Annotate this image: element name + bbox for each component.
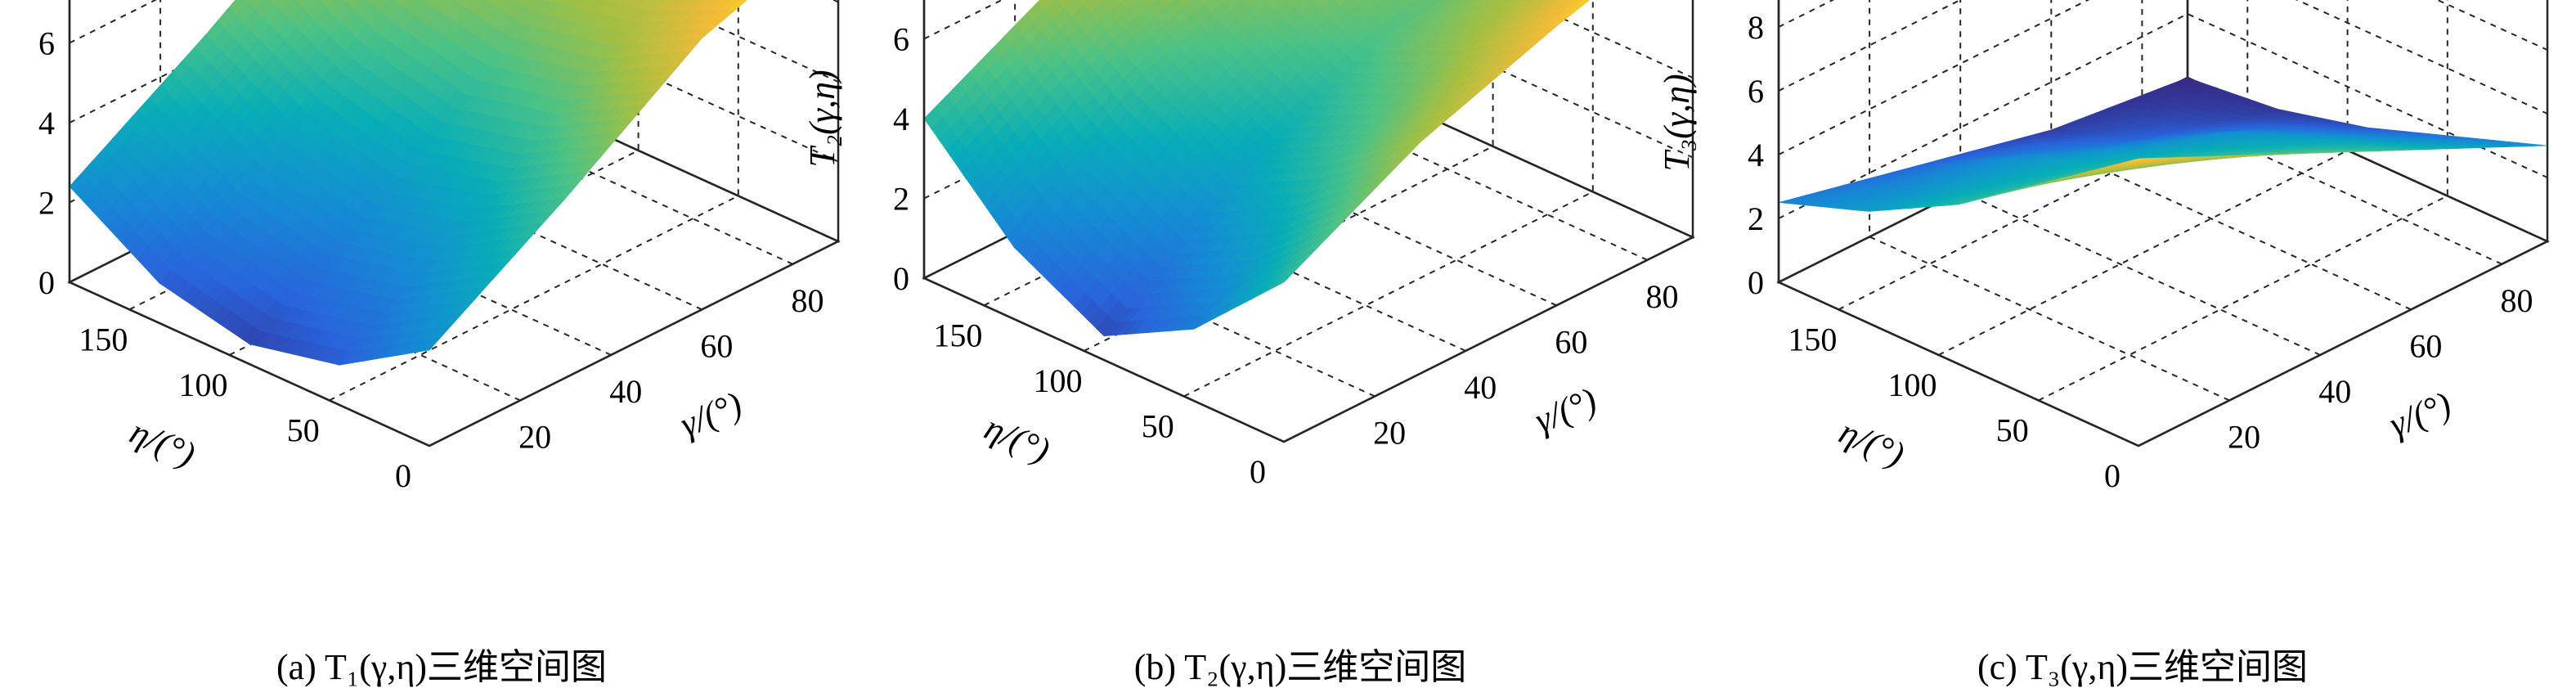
y-axis-line — [923, 277, 1285, 443]
y-tick-label: 100 — [179, 366, 228, 403]
y-tick-label: 50 — [1142, 407, 1174, 444]
panel-a: 2040608005010015002468γ/(°)η/(°)T₁(γ,η)(… — [38, 0, 841, 687]
grid-line-x — [1014, 0, 1376, 398]
x-tick-label: 40 — [609, 373, 642, 410]
z-tick-label: 4 — [893, 101, 909, 137]
surface-patch — [1118, 0, 1124, 3]
y-tick-label: 150 — [79, 321, 128, 357]
z-tick-label: 2 — [893, 181, 909, 218]
grid-line-y — [2038, 0, 2448, 402]
surface-patch — [421, 337, 442, 352]
panel-c: 204060800501001500246810γ/(°)η/(°)T₃(γ,η… — [1657, 0, 2550, 687]
grid-line-x — [159, 0, 521, 402]
z-tick-label: 4 — [38, 105, 55, 142]
grid-line-x — [1869, 0, 2230, 402]
z-tick-label: 2 — [38, 185, 55, 222]
panel-caption: (a) T₁(γ,η)三维空间图 — [276, 647, 607, 687]
grid-line-z — [1778, 12, 2548, 219]
surface-patch — [1078, 0, 1089, 6]
grid-line-z — [1778, 0, 2548, 155]
grid-line-y — [1938, 0, 2349, 356]
y-tick-label: 100 — [1034, 362, 1083, 399]
surface-patch — [1308, 0, 1317, 4]
grid-line-z — [1778, 76, 2548, 283]
surface-patch — [269, 0, 278, 5]
x-tick-label: 80 — [1645, 278, 1678, 315]
z-tick-label: 6 — [893, 21, 909, 58]
y-tick-label: 0 — [395, 457, 411, 494]
x-tick-label: 20 — [518, 418, 551, 455]
y-tick-label: 50 — [287, 411, 320, 448]
grid-line-z — [1778, 0, 1835, 28]
x-axis-line — [1283, 236, 1694, 443]
surface-patch — [514, 0, 521, 3]
surface-patch — [1262, 0, 1272, 5]
x-axis-label: γ/(°) — [1529, 380, 1602, 441]
surface-patch — [393, 0, 402, 5]
grid-line-y — [1838, 0, 2249, 311]
y-axis-label: η/(°) — [124, 411, 201, 475]
surface — [1778, 77, 2548, 212]
x-tick-label: 60 — [1555, 323, 1587, 360]
y-tick-label: 0 — [1250, 453, 1266, 490]
surface — [923, 0, 1591, 337]
x-tick-label: 60 — [700, 327, 733, 364]
y-axis-label: η/(°) — [979, 407, 1056, 471]
z-tick-label: 0 — [893, 260, 909, 297]
panel-caption: (b) T₂(γ,η)三维空间图 — [1134, 647, 1466, 687]
y-tick-label: 150 — [933, 317, 982, 353]
surface-patch — [1393, 0, 1400, 3]
grid-line-y — [329, 0, 739, 402]
x-tick-label: 80 — [791, 282, 824, 319]
z-tick-label: 6 — [38, 25, 55, 62]
surface-patch — [454, 0, 461, 3]
x-axis-label: γ/(°) — [675, 384, 747, 445]
grid-line-y — [1183, 0, 1594, 398]
surface-patch — [1199, 0, 1209, 6]
surface-patch — [1097, 0, 1106, 4]
panel-b: 2040608005010015002468γ/(°)η/(°)T₂(γ,η)(… — [802, 0, 1695, 687]
x-tick-label: 40 — [1464, 369, 1497, 406]
y-axis-line — [69, 281, 430, 447]
x-tick-label: 20 — [1373, 414, 1406, 451]
surface-patch — [1276, 270, 1296, 287]
z-tick-label: 0 — [38, 264, 55, 301]
surface-patch — [1372, 0, 1383, 4]
surface-patch — [368, 0, 375, 4]
surface-patch — [1219, 0, 1226, 3]
z-axis-label: T₂(γ,η) — [802, 70, 842, 167]
grid-line-z — [1778, 0, 2548, 92]
surface — [69, 0, 747, 366]
x-axis-line — [429, 240, 839, 447]
surface-patch — [245, 0, 250, 3]
